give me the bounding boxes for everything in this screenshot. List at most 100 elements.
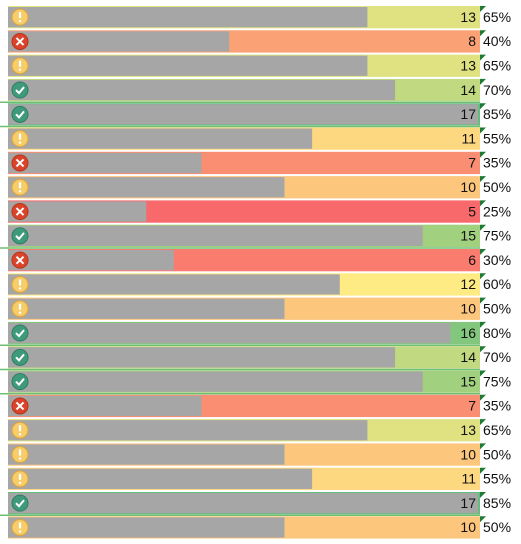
count: 7	[468, 398, 476, 414]
row: 10 50%	[0, 516, 511, 541]
icon-x	[15, 37, 25, 46]
count: 11	[461, 471, 476, 487]
count: 10	[460, 519, 476, 535]
data-bar	[8, 177, 285, 198]
data-bar	[8, 7, 368, 28]
data-bar	[8, 250, 174, 271]
count: 10	[460, 300, 476, 316]
text-number-flag	[480, 273, 486, 280]
percent: 85%	[483, 106, 511, 122]
icon-x	[15, 255, 25, 265]
icon-check	[15, 232, 25, 241]
row: 10 50%	[0, 297, 511, 322]
row: 6 30%	[0, 249, 511, 274]
percent: 50%	[483, 179, 511, 195]
data-bar	[8, 444, 285, 465]
text-number-flag	[480, 78, 486, 85]
count: 12	[460, 276, 476, 292]
icon-check	[15, 86, 25, 95]
row: 13 65%	[0, 54, 511, 79]
count: 7	[468, 155, 476, 171]
text-number-flag	[480, 297, 486, 304]
data-bar	[8, 274, 340, 295]
icon-check	[15, 378, 25, 387]
count: 16	[460, 325, 476, 341]
percent: 70%	[483, 349, 511, 365]
data-bar	[8, 128, 313, 149]
text-number-flag	[480, 321, 486, 328]
data-bar	[8, 225, 423, 246]
percent: 85%	[483, 495, 511, 511]
text-number-flag	[480, 54, 486, 61]
icon-check	[15, 499, 25, 508]
count: 15	[460, 228, 476, 244]
icon-ok	[11, 81, 29, 99]
row: 7 35%	[0, 394, 511, 419]
icon-ok	[11, 324, 29, 342]
percent: 35%	[483, 398, 511, 414]
count: 14	[460, 349, 476, 365]
icon-x	[15, 401, 25, 411]
data-bar	[8, 420, 368, 441]
icon-check	[15, 329, 25, 338]
row: 5 25%	[0, 200, 511, 225]
text-number-flag	[480, 346, 486, 353]
row: 14 70%	[0, 78, 511, 103]
icon-ok	[11, 348, 29, 366]
percent: 55%	[483, 130, 511, 146]
percent: 70%	[483, 82, 511, 98]
row: 17 85%	[0, 103, 511, 128]
row: 16 80%	[0, 321, 511, 346]
data-bar	[8, 104, 478, 125]
text-number-flag	[480, 516, 486, 523]
percent: 75%	[483, 373, 511, 389]
text-number-flag	[480, 6, 486, 12]
text-number-flag	[480, 176, 486, 183]
percent: 75%	[483, 228, 511, 244]
text-number-flag	[480, 370, 486, 377]
data-bar	[8, 79, 396, 101]
icon-check	[15, 110, 25, 119]
row: 8 40%	[0, 30, 511, 55]
text-number-flag	[480, 103, 486, 110]
row: 11 55%	[0, 127, 511, 152]
data-bar	[8, 371, 423, 392]
percent: 50%	[483, 446, 511, 462]
data-bar	[8, 31, 230, 52]
count: 13	[460, 422, 476, 438]
icon-ok	[11, 105, 29, 123]
text-number-flag	[480, 224, 486, 231]
text-number-flag	[480, 200, 486, 207]
count: 5	[468, 203, 476, 219]
count: 13	[460, 9, 476, 25]
text-number-flag	[480, 30, 486, 37]
count: 17	[460, 106, 476, 122]
row: 13 65%	[0, 6, 511, 31]
data-bar	[8, 152, 202, 174]
row: 12 60%	[0, 273, 511, 298]
text-number-flag	[480, 151, 486, 158]
count: 10	[460, 446, 476, 462]
count: 6	[468, 252, 476, 268]
text-number-flag	[480, 419, 486, 426]
text-number-flag	[480, 394, 486, 401]
row: 15 75%	[0, 370, 511, 395]
percent: 35%	[483, 155, 511, 171]
row: 13 65%	[0, 419, 511, 444]
row: 10 50%	[0, 443, 511, 468]
text-number-flag	[480, 443, 486, 450]
data-bar	[8, 201, 147, 222]
count: 11	[461, 130, 476, 146]
icon-ok	[11, 227, 29, 245]
percent: 40%	[483, 33, 511, 49]
text-number-flag	[480, 467, 486, 474]
percent: 55%	[483, 471, 511, 487]
row: 14 70%	[0, 346, 511, 371]
data-bar	[8, 55, 368, 76]
data-bar	[8, 298, 285, 319]
percent: 60%	[483, 276, 511, 292]
percent: 65%	[483, 422, 511, 438]
icon-x	[15, 207, 25, 216]
count: 10	[460, 179, 476, 195]
count: 17	[460, 495, 476, 511]
